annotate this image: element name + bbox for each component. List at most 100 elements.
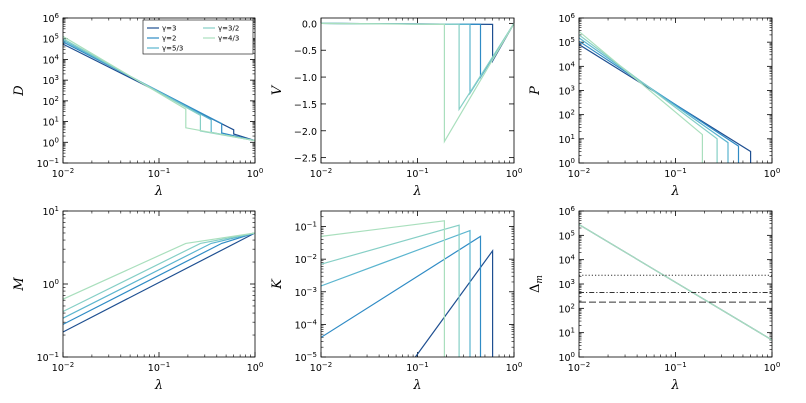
legend-label: γ=4/3 [218, 35, 239, 43]
y-tick-label: 106 [42, 12, 59, 25]
series-line-γ=3 [579, 43, 752, 163]
axes-frame [62, 210, 256, 358]
panel-Δm-vs-λ: 10−2 10−1 100 100 101 102 103 104 105 106 λ Δm [528, 205, 780, 393]
series-line-γ=3/2 [63, 232, 255, 313]
series-line-γ=3/2 [321, 224, 460, 357]
x-tick-label: 10−2 [310, 361, 332, 374]
x-tick-label: 100 [764, 167, 781, 180]
y-tick-label: 10−1 [37, 157, 59, 170]
y-tick-label: 102 [558, 302, 575, 315]
x-tick-label: 100 [247, 361, 264, 374]
y-tick-label: 10−3 [295, 286, 317, 299]
series-line-γ=3 [321, 22, 514, 64]
y-tick-label: 10−1 [37, 351, 59, 364]
y-tick-label: 10−4 [295, 318, 318, 331]
series-line-γ=4/3 [321, 220, 445, 357]
panel-V-vs-λ: 10−2 10−1 100 0.0 −0.5 −1.0 −1.5 −2.0 −2.5 λ V [270, 17, 522, 199]
x-tick-label: 100 [247, 167, 264, 180]
y-tick-label: 101 [558, 327, 575, 340]
y-tick-label: 101 [42, 205, 59, 218]
y-tick-label: 104 [558, 60, 575, 73]
panel-K-vs-λ: 10−2 10−1 100 10−5 10−4 10−3 10−2 10−1 λ K [270, 210, 523, 393]
y-axis-label: D [12, 85, 27, 97]
series-line-γ=4/3 [579, 30, 704, 163]
x-axis-label: λ [154, 378, 163, 393]
y-tick-label: 104 [42, 53, 59, 66]
y-tick-label: 100 [558, 351, 575, 364]
x-tick-label: 10−1 [664, 361, 686, 374]
y-tick-label: 106 [558, 12, 575, 25]
x-tick-label: 10−2 [568, 361, 590, 374]
panel-P-vs-λ: 10−2 10−1 100 100 101 102 103 104 105 106 λ P [528, 12, 780, 199]
series-line-γ=2 [63, 232, 255, 325]
axes-frame [320, 210, 515, 358]
axes-frame [578, 17, 773, 164]
y-tick-label: −0.5 [294, 46, 317, 57]
legend-label: γ=3 [162, 25, 176, 33]
y-axis-label: Δm [528, 275, 545, 293]
x-axis-label: λ [412, 184, 421, 199]
x-tick-label: 10−1 [148, 167, 170, 180]
series-line-γ=5/3 [321, 22, 514, 96]
y-tick-label: −2.0 [294, 127, 317, 138]
y-tick-label: 0.0 [302, 19, 317, 30]
y-axis-label: V [270, 84, 285, 95]
series-line-γ=4/3 [321, 22, 514, 144]
y-tick-label: 100 [42, 136, 59, 149]
series-group [321, 220, 494, 357]
series-line-γ=2 [321, 235, 482, 357]
legend-box [142, 19, 254, 55]
axes-frame [62, 17, 256, 164]
y-tick-label: 102 [42, 95, 59, 108]
series-line-γ=5/3 [579, 37, 729, 163]
x-tick-label: 10−2 [310, 167, 332, 180]
y-tick-label: 10−2 [295, 253, 317, 266]
y-tick-label: 101 [42, 116, 59, 129]
legend-label: γ=3/2 [218, 25, 239, 33]
x-tick-label: 10−1 [148, 361, 170, 374]
axes-frame [320, 17, 515, 164]
x-tick-label: 10−1 [406, 361, 428, 374]
y-tick-label: 100 [42, 278, 59, 291]
y-tick-label: 105 [42, 33, 59, 46]
series-line-γ=4/3 [63, 232, 255, 300]
series-group [63, 35, 255, 142]
y-tick-label: 104 [558, 254, 575, 267]
y-tick-label: 103 [558, 278, 575, 291]
series-group [579, 223, 772, 341]
series-line-γ=5/3 [321, 229, 471, 357]
y-axis-label: P [528, 86, 543, 96]
x-tick-label: 100 [764, 361, 781, 374]
y-tick-label: 103 [558, 85, 575, 98]
legend-label: γ=5/3 [162, 45, 183, 53]
x-tick-label: 10−2 [52, 167, 74, 180]
y-axis-label: K [270, 278, 285, 290]
y-tick-label: 10−5 [295, 351, 317, 364]
x-axis-label: λ [670, 378, 679, 393]
y-tick-label: 103 [42, 74, 59, 87]
x-tick-label: 10−2 [52, 361, 74, 374]
y-tick-label: 101 [558, 133, 575, 146]
series-group [579, 30, 752, 163]
x-tick-label: 10−1 [406, 167, 428, 180]
legend: γ=3 γ=3/2 γ=2 γ=4/3 γ=5/3 [142, 19, 254, 55]
x-tick-label: 100 [506, 361, 523, 374]
x-tick-label: 10−1 [664, 167, 686, 180]
series-line-γ=3/2 [321, 22, 514, 112]
y-tick-label: −1.0 [294, 73, 317, 84]
x-axis-label: λ [670, 184, 679, 199]
x-tick-label: 10−2 [568, 167, 590, 180]
y-tick-label: 100 [558, 157, 575, 170]
series-group [63, 232, 255, 333]
y-tick-label: 105 [558, 36, 575, 49]
y-axis-label: M [12, 277, 27, 292]
y-tick-label: 105 [558, 229, 575, 242]
series-line-γ=3 [414, 248, 494, 357]
series-line-γ=3 [63, 232, 255, 333]
legend-label: γ=2 [162, 35, 176, 43]
series-group [321, 22, 514, 144]
series-line-γ=4/3 [63, 35, 255, 142]
y-tick-label: 102 [558, 109, 575, 122]
panel-D-vs-λ: 10−2 10−1 10010−1100101102103104105106λDγ=… [12, 12, 263, 199]
